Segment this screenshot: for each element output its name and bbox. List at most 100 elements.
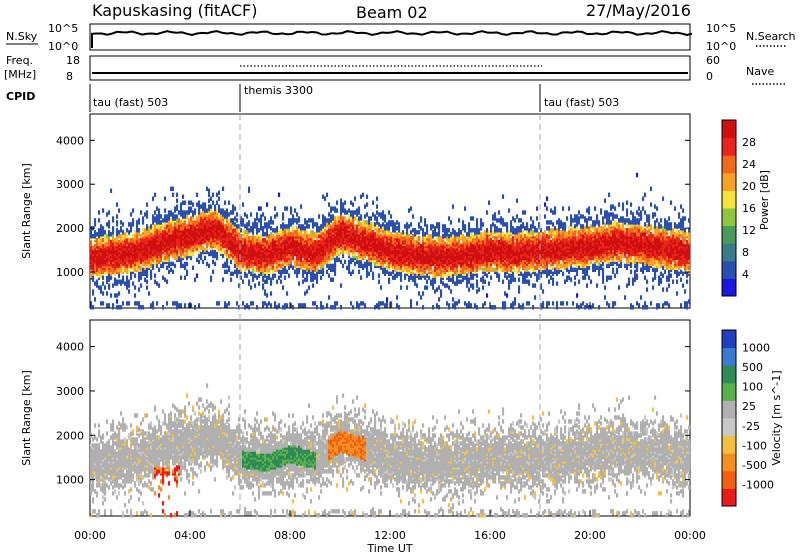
data-cell	[308, 270, 310, 274]
data-cell	[480, 222, 482, 226]
data-cell	[160, 228, 162, 232]
data-cell	[312, 222, 314, 226]
data-cell	[170, 218, 172, 222]
data-cell	[304, 264, 306, 268]
data-cell	[436, 236, 438, 240]
data-cell	[394, 228, 396, 232]
data-cell	[338, 216, 340, 220]
data-cell	[100, 289, 102, 293]
data-cell	[482, 268, 484, 272]
data-cell	[332, 206, 334, 210]
data-cell	[302, 270, 304, 274]
data-cell	[470, 228, 472, 232]
data-cell	[502, 236, 504, 240]
data-cell	[290, 218, 292, 222]
data-cell	[148, 260, 150, 264]
data-cell	[438, 270, 440, 274]
data-cell	[270, 303, 272, 307]
data-cell	[184, 254, 186, 258]
data-cell	[348, 248, 350, 252]
data-cell	[146, 202, 148, 206]
data-cell	[442, 281, 444, 285]
data-cell	[190, 206, 192, 210]
data-cell	[510, 238, 512, 242]
freq-label: Freq.	[6, 54, 33, 67]
data-cell	[472, 234, 474, 238]
data-cell	[96, 232, 98, 236]
data-cell	[378, 228, 380, 232]
data-cell	[214, 250, 216, 254]
data-cell	[180, 206, 182, 210]
data-cell	[140, 266, 142, 270]
data-cell	[208, 252, 210, 256]
data-cell	[146, 210, 148, 214]
data-cell	[342, 248, 344, 252]
data-cell	[412, 228, 414, 232]
data-cell	[244, 224, 246, 228]
data-cell	[184, 262, 186, 266]
data-cell	[438, 228, 440, 232]
data-cell	[280, 228, 282, 232]
data-cell	[400, 264, 402, 268]
data-cell	[234, 206, 236, 210]
data-cell	[132, 218, 134, 222]
data-cell	[128, 289, 130, 293]
data-cell	[152, 264, 154, 268]
data-cell	[130, 212, 132, 216]
data-cell	[152, 197, 154, 201]
data-cell	[270, 291, 272, 295]
data-cell	[370, 222, 372, 226]
data-cell	[156, 301, 158, 305]
data-cell	[468, 301, 470, 305]
data-cell	[182, 226, 184, 230]
data-cell	[516, 234, 518, 238]
data-cell	[254, 236, 256, 240]
data-cell	[410, 236, 412, 240]
data-cell	[166, 214, 168, 218]
data-cell	[514, 278, 516, 282]
data-cell	[432, 285, 434, 289]
data-cell	[512, 244, 514, 248]
data-cell	[228, 212, 230, 216]
data-cell	[184, 276, 186, 280]
data-cell	[344, 216, 346, 220]
data-cell	[452, 242, 454, 246]
data-cell	[450, 240, 452, 244]
data-cell	[296, 268, 298, 272]
data-cell	[434, 240, 436, 244]
data-cell	[372, 222, 374, 226]
data-cell	[172, 187, 174, 191]
data-cell	[330, 268, 332, 272]
data-cell	[354, 224, 356, 228]
data-cell	[448, 234, 450, 238]
data-cell	[252, 236, 254, 240]
data-cell	[446, 274, 448, 278]
data-cell	[482, 276, 484, 280]
data-cell	[264, 274, 266, 278]
data-cell	[134, 268, 136, 272]
data-cell	[374, 305, 376, 309]
data-cell	[252, 301, 254, 305]
data-cell	[116, 299, 118, 303]
data-cell	[144, 278, 146, 282]
freq-panel-frame	[90, 56, 690, 80]
data-cell	[496, 226, 498, 230]
data-cell	[486, 293, 488, 297]
data-cell	[416, 283, 418, 287]
data-cell	[486, 228, 488, 232]
data-cell	[104, 234, 106, 238]
data-cell	[92, 246, 94, 250]
data-cell	[396, 226, 398, 230]
data-cell	[184, 201, 186, 205]
data-cell	[432, 240, 434, 244]
data-cell	[172, 212, 174, 216]
data-cell	[402, 230, 404, 234]
data-cell	[424, 276, 426, 280]
data-cell	[174, 301, 176, 305]
data-cell	[356, 218, 358, 222]
data-cell	[94, 222, 96, 226]
data-cell	[300, 262, 302, 266]
data-cell	[142, 220, 144, 224]
data-cell	[164, 278, 166, 282]
freq-tick-top: 18	[66, 54, 80, 67]
